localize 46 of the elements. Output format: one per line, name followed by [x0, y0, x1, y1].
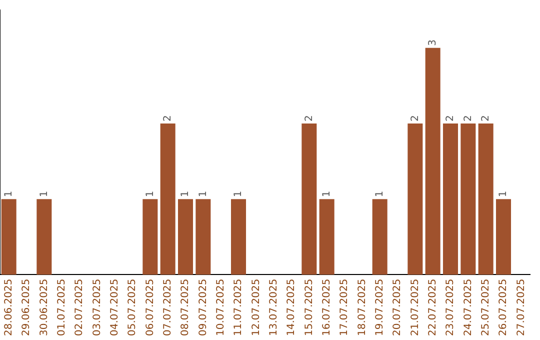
- x-tick-label: 12.07.2025: [250, 278, 262, 336]
- x-tick-label: 02.07.2025: [74, 278, 86, 336]
- x-tick-label: 05.07.2025: [127, 278, 138, 336]
- data-label: 1: [144, 190, 156, 198]
- data-label: 2: [462, 115, 474, 122]
- x-tick-label: 29.06.2025: [21, 278, 32, 336]
- data-label: 1: [180, 190, 192, 198]
- x-tick-label: 23.07.2025: [445, 278, 456, 336]
- x-tick-label: 27.07.2025: [516, 278, 527, 336]
- x-tick-label: 17.07.2025: [339, 278, 350, 336]
- x-tick-label: 01.07.2025: [56, 278, 68, 336]
- x-tick-label: 10.07.2025: [215, 278, 226, 336]
- x-tick-label: 28.06.2025: [3, 278, 14, 336]
- data-label: 1: [38, 190, 50, 198]
- x-tick-label: 21.07.2025: [410, 278, 421, 336]
- x-tick-label: 08.07.2025: [180, 278, 192, 336]
- data-label: 2: [304, 115, 315, 122]
- x-tick-label: 15.07.2025: [304, 278, 315, 336]
- data-label: 1: [198, 190, 209, 198]
- x-tick-label: 25.07.2025: [480, 278, 492, 336]
- data-label: 2: [162, 115, 174, 122]
- x-tick-label: 18.07.2025: [356, 278, 368, 336]
- x-tick-label: 07.07.2025: [162, 278, 174, 336]
- x-tick-label: 06.07.2025: [144, 278, 156, 336]
- x-tick-label: 03.07.2025: [92, 278, 103, 336]
- x-tick-label: 13.07.2025: [268, 278, 280, 336]
- data-label: 1: [3, 190, 14, 198]
- x-tick-label: 04.07.2025: [109, 278, 120, 336]
- data-label: 1: [374, 190, 386, 198]
- data-label: 2: [410, 115, 421, 122]
- x-tick-label: 30.06.2025: [38, 278, 50, 336]
- x-tick-label: 09.07.2025: [198, 278, 209, 336]
- data-label: 1: [498, 190, 510, 198]
- x-tick-label: 22.07.2025: [427, 278, 438, 336]
- x-tick-label: 20.07.2025: [392, 278, 404, 336]
- data-label: 3: [427, 39, 438, 46]
- x-tick-label: 19.07.2025: [374, 278, 386, 336]
- x-tick-label: 24.07.2025: [462, 278, 474, 336]
- data-label: 2: [480, 115, 492, 122]
- x-tick-label: 14.07.2025: [286, 278, 298, 336]
- x-tick-label: 16.07.2025: [321, 278, 332, 336]
- data-label: 2: [445, 115, 456, 122]
- x-tick-label: 26.07.2025: [498, 278, 510, 336]
- data-label: 1: [321, 190, 332, 198]
- data-label: 1: [233, 190, 244, 198]
- x-tick-label: 11.07.2025: [233, 278, 244, 336]
